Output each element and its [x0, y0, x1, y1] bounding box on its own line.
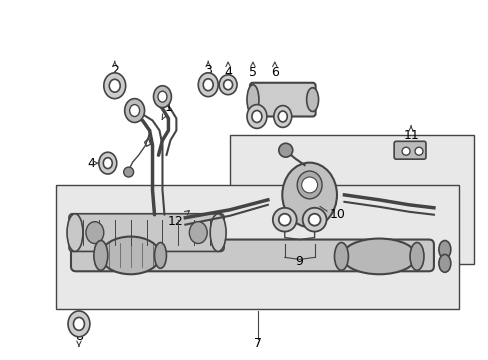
Ellipse shape — [86, 222, 103, 243]
Ellipse shape — [124, 99, 144, 122]
Circle shape — [302, 208, 326, 231]
Ellipse shape — [103, 158, 112, 168]
Ellipse shape — [189, 222, 207, 243]
Ellipse shape — [409, 243, 423, 270]
Text: 6: 6 — [270, 62, 278, 79]
Ellipse shape — [67, 214, 83, 251]
Text: 7: 7 — [253, 337, 262, 350]
Ellipse shape — [246, 85, 258, 114]
Circle shape — [278, 143, 292, 157]
Ellipse shape — [73, 318, 84, 330]
Text: 1: 1 — [162, 101, 172, 120]
FancyBboxPatch shape — [69, 214, 224, 251]
Text: 12: 12 — [167, 211, 189, 228]
Ellipse shape — [297, 171, 322, 199]
Text: 4: 4 — [224, 62, 232, 79]
Ellipse shape — [251, 111, 262, 122]
Ellipse shape — [334, 243, 347, 270]
Ellipse shape — [94, 240, 107, 270]
Circle shape — [414, 147, 422, 155]
Circle shape — [278, 214, 290, 226]
Bar — [230, 135, 473, 264]
Text: 11: 11 — [402, 126, 418, 142]
Bar — [56, 185, 458, 309]
FancyBboxPatch shape — [393, 141, 425, 159]
Ellipse shape — [282, 163, 336, 227]
Ellipse shape — [219, 75, 237, 95]
Text: 4: 4 — [87, 157, 95, 170]
Ellipse shape — [154, 243, 166, 268]
Circle shape — [401, 147, 409, 155]
Ellipse shape — [103, 73, 125, 99]
Text: 9: 9 — [295, 255, 303, 268]
Ellipse shape — [273, 105, 291, 127]
Ellipse shape — [223, 80, 232, 90]
Text: 3: 3 — [204, 62, 212, 77]
Text: 2: 2 — [111, 62, 119, 77]
Ellipse shape — [129, 105, 139, 117]
Ellipse shape — [68, 311, 90, 337]
Circle shape — [301, 177, 317, 193]
Ellipse shape — [109, 79, 120, 92]
Ellipse shape — [203, 79, 213, 91]
Ellipse shape — [341, 239, 416, 274]
Ellipse shape — [438, 240, 450, 258]
Ellipse shape — [246, 105, 266, 129]
Circle shape — [123, 167, 133, 177]
Ellipse shape — [210, 214, 225, 251]
Ellipse shape — [158, 91, 166, 102]
Text: 10: 10 — [329, 208, 345, 221]
Ellipse shape — [99, 152, 117, 174]
Text: 8: 8 — [75, 330, 83, 346]
Ellipse shape — [153, 86, 171, 108]
Ellipse shape — [198, 73, 218, 96]
Circle shape — [308, 214, 320, 226]
FancyBboxPatch shape — [249, 83, 315, 117]
Ellipse shape — [101, 237, 160, 274]
Ellipse shape — [438, 255, 450, 272]
FancyBboxPatch shape — [71, 239, 433, 271]
Ellipse shape — [278, 111, 286, 122]
Circle shape — [272, 208, 296, 231]
Text: 5: 5 — [248, 62, 256, 79]
Ellipse shape — [306, 88, 318, 112]
